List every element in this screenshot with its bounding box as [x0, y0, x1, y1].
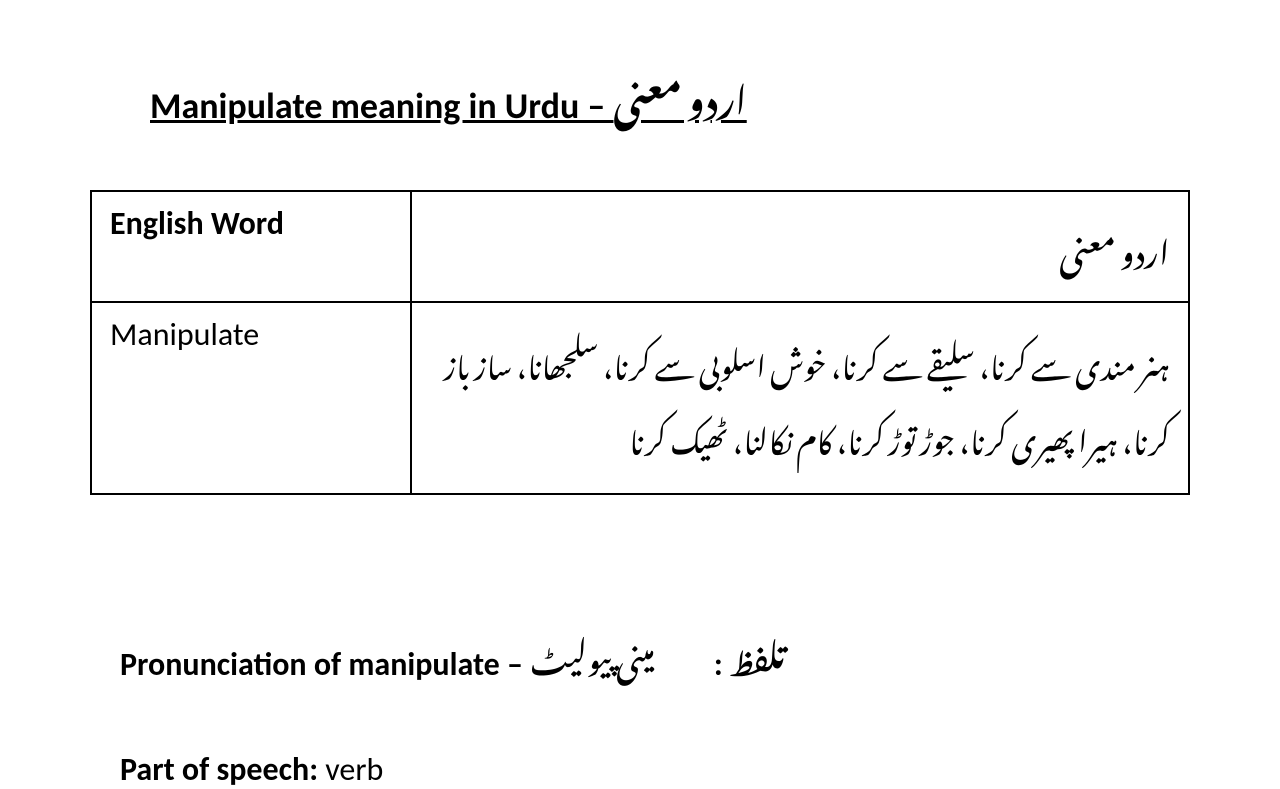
- page-title: Manipulate meaning in Urdu – اردو معنی: [150, 50, 1190, 140]
- urdu-meaning-cell: ہنر مندی سے کرنا، سلیقے سے کرنا، خوش اسل…: [411, 302, 1189, 494]
- part-of-speech-section: Part of speech: verb: [120, 750, 1190, 789]
- title-urdu: اردو معنی: [613, 50, 746, 140]
- header-urdu: اردو معنی: [411, 191, 1189, 302]
- pos-value: verb: [318, 750, 383, 789]
- table-header-row: English Word اردو معنی: [91, 191, 1189, 302]
- pos-label: Part of speech:: [120, 750, 318, 789]
- pronunciation-value: مینی پیولیٹ: [530, 615, 655, 695]
- pronunciation-label: Pronunciation of manipulate –: [120, 645, 530, 684]
- english-word-cell: Manipulate: [91, 302, 411, 494]
- meaning-table: English Word اردو معنی Manipulate ہنر من…: [90, 190, 1190, 495]
- pronunciation-section: Pronunciation of manipulate – تلفظ : مین…: [120, 615, 1190, 695]
- header-english: English Word: [91, 191, 411, 302]
- pronunciation-urdu-label: تلفظ: [730, 615, 785, 695]
- table-row: Manipulate ہنر مندی سے کرنا، سلیقے سے کر…: [91, 302, 1189, 494]
- title-english: Manipulate meaning in Urdu –: [150, 84, 613, 128]
- pronunciation-colon: :: [714, 645, 730, 684]
